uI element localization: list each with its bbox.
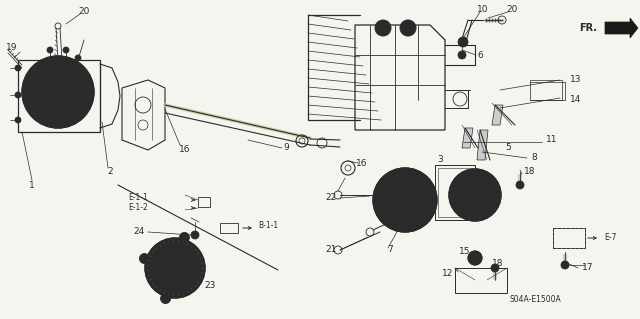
Circle shape bbox=[47, 47, 53, 53]
Bar bbox=[220, 223, 238, 233]
Circle shape bbox=[63, 47, 69, 53]
Circle shape bbox=[449, 169, 501, 221]
Text: B-1-1: B-1-1 bbox=[258, 221, 278, 231]
Text: 19: 19 bbox=[6, 43, 18, 53]
Circle shape bbox=[468, 251, 482, 265]
Text: FR.: FR. bbox=[579, 23, 597, 33]
Text: 18: 18 bbox=[492, 258, 504, 268]
Text: 24: 24 bbox=[134, 227, 145, 236]
Polygon shape bbox=[492, 105, 503, 125]
Bar bbox=[455, 268, 507, 293]
Bar bbox=[553, 228, 585, 248]
Circle shape bbox=[469, 189, 481, 201]
Circle shape bbox=[140, 254, 149, 263]
Circle shape bbox=[458, 37, 468, 47]
Text: E-1-1: E-1-1 bbox=[128, 194, 148, 203]
Circle shape bbox=[161, 293, 170, 304]
Text: 2: 2 bbox=[107, 167, 113, 176]
Bar bbox=[18, 60, 100, 132]
Polygon shape bbox=[605, 18, 638, 38]
Text: 16: 16 bbox=[179, 145, 191, 154]
Circle shape bbox=[15, 92, 21, 98]
Circle shape bbox=[143, 256, 147, 261]
Text: 8: 8 bbox=[531, 153, 537, 162]
Circle shape bbox=[179, 233, 189, 242]
Text: 7: 7 bbox=[387, 246, 393, 255]
Text: 22: 22 bbox=[326, 192, 337, 202]
Text: 17: 17 bbox=[582, 263, 593, 272]
Text: 14: 14 bbox=[570, 95, 581, 105]
Circle shape bbox=[401, 196, 409, 204]
Circle shape bbox=[75, 55, 81, 61]
Circle shape bbox=[145, 238, 205, 298]
Text: 11: 11 bbox=[546, 136, 557, 145]
Circle shape bbox=[191, 231, 199, 239]
Circle shape bbox=[15, 117, 21, 123]
Circle shape bbox=[400, 20, 416, 36]
Bar bbox=[530, 80, 562, 100]
Text: 9: 9 bbox=[283, 144, 289, 152]
Text: 13: 13 bbox=[570, 76, 582, 85]
Circle shape bbox=[491, 264, 499, 272]
Text: 21: 21 bbox=[326, 246, 337, 255]
Circle shape bbox=[561, 261, 569, 269]
Text: 18: 18 bbox=[524, 167, 536, 176]
Text: 20: 20 bbox=[78, 8, 90, 17]
Text: 15: 15 bbox=[458, 248, 470, 256]
Bar bbox=[438, 168, 472, 217]
Bar bbox=[198, 197, 210, 207]
Text: 3: 3 bbox=[437, 155, 443, 165]
Text: 10: 10 bbox=[477, 5, 489, 14]
Text: E-7: E-7 bbox=[604, 234, 616, 242]
Text: 6: 6 bbox=[477, 50, 483, 60]
Text: 1: 1 bbox=[29, 181, 35, 189]
Bar bbox=[435, 165, 475, 220]
Text: 23: 23 bbox=[204, 280, 216, 290]
Circle shape bbox=[182, 235, 186, 240]
Circle shape bbox=[458, 51, 466, 59]
Polygon shape bbox=[477, 130, 488, 160]
Circle shape bbox=[15, 65, 21, 71]
Circle shape bbox=[373, 168, 437, 232]
Circle shape bbox=[171, 264, 179, 272]
Text: 20: 20 bbox=[506, 5, 518, 14]
Circle shape bbox=[53, 87, 63, 97]
Circle shape bbox=[375, 20, 391, 36]
Text: 12: 12 bbox=[442, 270, 453, 278]
Text: 5: 5 bbox=[505, 144, 511, 152]
Text: 16: 16 bbox=[356, 159, 368, 167]
Circle shape bbox=[22, 56, 94, 128]
Polygon shape bbox=[462, 128, 473, 148]
Circle shape bbox=[516, 181, 524, 189]
Text: 4: 4 bbox=[450, 181, 456, 189]
Text: S04A-E1500A: S04A-E1500A bbox=[509, 295, 561, 305]
Circle shape bbox=[164, 297, 168, 300]
Text: E-1-2: E-1-2 bbox=[128, 204, 148, 212]
